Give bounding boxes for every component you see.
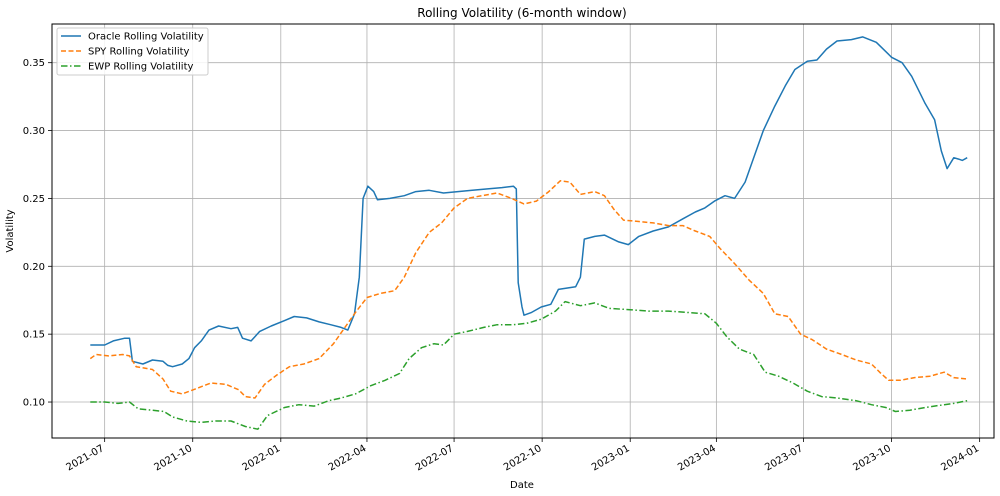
x-tick-label: 2022-04 — [327, 443, 369, 473]
series-line-0 — [90, 36, 968, 368]
legend-label: SPY Rolling Volatility — [88, 47, 190, 58]
series-line-2 — [90, 300, 968, 430]
legend-label: EWP Rolling Volatility — [88, 62, 193, 73]
series-lines — [89, 36, 968, 430]
x-axis: 2021-07 2021-10 2022-01 2022-04 2022-07 2022-… — [64, 438, 981, 473]
legend-box — [56, 27, 209, 76]
y-axis: 0.10 0.15 0.20 0.25 0.30 0.35 — [23, 58, 52, 409]
x-tick-label: 2022-10 — [502, 443, 544, 473]
legend: Oracle Rolling Volatility SPY Rolling Vol… — [56, 27, 209, 76]
grid — [52, 24, 994, 438]
chart-title: Rolling Volatility (6-month window) — [417, 6, 626, 20]
x-tick-label: 2023-10 — [851, 443, 893, 473]
x-tick-label: 2022-07 — [414, 443, 456, 473]
y-tick-label: 0.15 — [23, 330, 45, 341]
x-tick-label: 2023-04 — [676, 443, 718, 473]
plot-area — [52, 24, 994, 438]
y-axis-label: Volatility — [5, 209, 16, 252]
y-tick-label: 0.10 — [23, 398, 45, 409]
legend-label: Oracle Rolling Volatility — [88, 32, 204, 43]
y-tick-label: 0.30 — [23, 126, 45, 137]
x-tick-label: 2024-01 — [939, 443, 981, 473]
y-tick-label: 0.25 — [23, 194, 45, 205]
y-tick-label: 0.35 — [23, 58, 45, 69]
x-tick-label: 2023-07 — [763, 443, 805, 473]
x-tick-label: 2021-07 — [64, 443, 106, 473]
x-axis-label: Date — [510, 480, 534, 491]
x-tick-label: 2022-01 — [241, 443, 283, 473]
x-tick-label: 2021-10 — [153, 443, 195, 473]
series-line-1 — [89, 180, 968, 399]
y-tick-label: 0.20 — [23, 262, 45, 273]
plot-border — [51, 23, 995, 439]
x-tick-label: 2023-01 — [590, 443, 632, 473]
